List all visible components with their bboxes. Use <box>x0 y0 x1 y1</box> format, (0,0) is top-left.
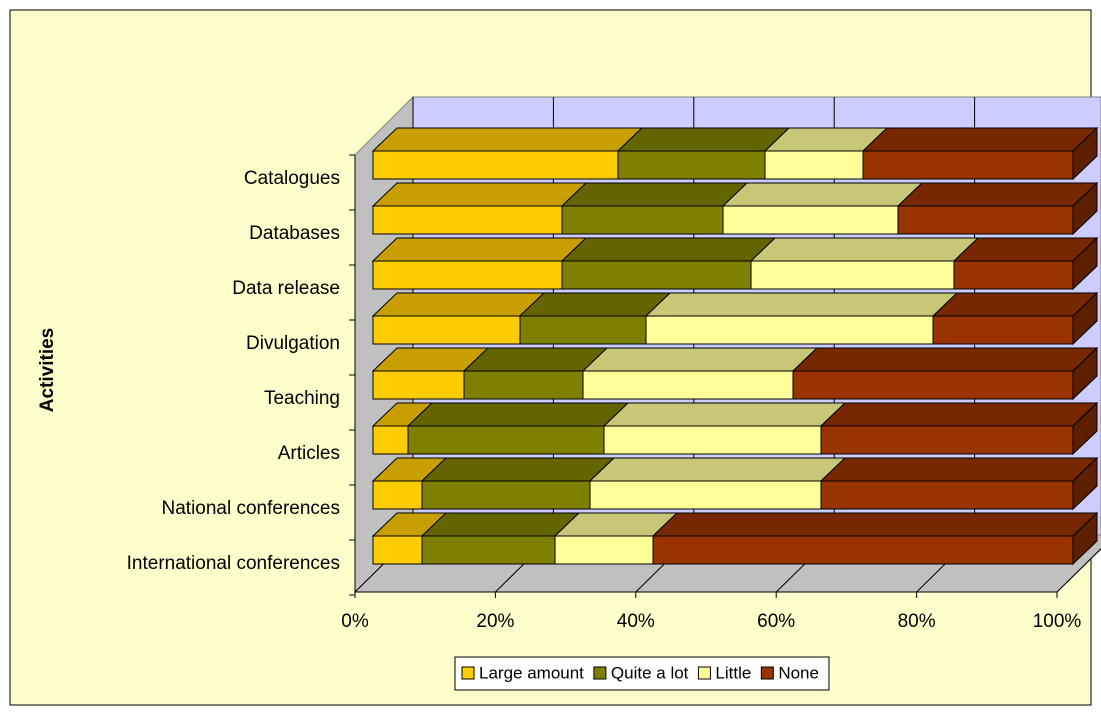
bar <box>519 315 647 345</box>
bar <box>582 370 794 400</box>
bar-top <box>721 182 924 207</box>
legend: Large amount Quite a lot Little None <box>454 656 830 691</box>
bar <box>764 150 864 180</box>
legend-label: Large amount <box>479 663 584 682</box>
bar-top <box>420 457 616 482</box>
plot: 0% 20% 40% 60% 80% 100% Catalogues Databases Dat… <box>127 97 1101 691</box>
bar <box>722 205 899 235</box>
bar <box>372 260 563 290</box>
bar-top <box>581 347 819 372</box>
bar-side <box>1072 511 1098 566</box>
bar <box>792 370 1074 400</box>
bar <box>897 205 1074 235</box>
bar-side <box>1072 346 1098 401</box>
x-tick-label: 0% <box>341 611 369 632</box>
bar <box>645 315 934 345</box>
bar-top <box>651 512 1099 537</box>
grid-line <box>1056 548 1101 593</box>
y-tick-label: Data release <box>232 278 340 299</box>
legend-label: Little <box>715 663 751 682</box>
x-tick-label: 60% <box>757 611 795 632</box>
bar-top <box>819 402 1099 427</box>
bar-top <box>749 237 980 262</box>
bar-top <box>371 292 546 317</box>
bar-side <box>1072 181 1098 236</box>
y-tick-label: Teaching <box>264 388 340 409</box>
bar-top <box>462 347 609 372</box>
bar <box>561 205 724 235</box>
legend-swatch <box>697 666 711 680</box>
y-tick-label: National conferences <box>162 498 341 519</box>
bar <box>603 425 822 455</box>
legend-label: Quite a lot <box>611 663 689 682</box>
bar-top <box>371 237 588 262</box>
bar-top <box>861 127 1099 152</box>
bar-top <box>819 457 1099 482</box>
bar-side <box>1072 401 1098 456</box>
bar <box>421 535 556 565</box>
x-tick-label: 80% <box>898 611 936 632</box>
bar-top <box>588 457 847 482</box>
y-tick-label: Databases <box>249 223 340 244</box>
bar-top <box>616 127 791 152</box>
bar-top <box>952 237 1099 262</box>
bar-side <box>1072 126 1098 181</box>
bar-top <box>406 402 630 427</box>
bar <box>561 260 752 290</box>
bar-side <box>1072 236 1098 291</box>
bar <box>820 425 1074 455</box>
bar <box>407 425 605 455</box>
y-tick-label: International conferences <box>127 553 340 574</box>
bar <box>421 480 591 510</box>
bar-top <box>560 182 749 207</box>
bar <box>372 480 423 510</box>
bar-top <box>560 237 777 262</box>
y-tick-label: Articles <box>278 443 340 464</box>
bar-top <box>896 182 1099 207</box>
y-axis-label: Activities <box>37 328 58 412</box>
bar <box>372 150 619 180</box>
bar-top <box>371 182 588 207</box>
y-tick-label: Divulgation <box>246 333 340 354</box>
bar <box>372 425 409 455</box>
x-tick-label: 20% <box>476 611 514 632</box>
x-tick-label: 40% <box>617 611 655 632</box>
legend-swatch <box>461 666 475 680</box>
bar-top <box>931 292 1099 317</box>
bar <box>372 315 521 345</box>
bar <box>372 535 423 565</box>
bar <box>554 535 654 565</box>
bar-top <box>420 512 581 537</box>
x-tick-label: 100% <box>1033 611 1082 632</box>
bar-top <box>644 292 959 317</box>
y-tick-label: Catalogues <box>244 168 340 189</box>
legend-swatch <box>760 666 774 680</box>
bar <box>862 150 1074 180</box>
bar <box>372 205 563 235</box>
bar <box>932 315 1074 345</box>
bar <box>820 480 1074 510</box>
bar <box>463 370 584 400</box>
bar-top <box>602 402 847 427</box>
bar-top <box>518 292 672 317</box>
bar <box>750 260 955 290</box>
bar-top <box>791 347 1099 372</box>
legend-swatch <box>593 666 607 680</box>
bar <box>589 480 822 510</box>
bar <box>617 150 766 180</box>
legend-label: None <box>778 663 819 682</box>
bar-side <box>1072 291 1098 346</box>
bar <box>953 260 1074 290</box>
bar <box>372 370 465 400</box>
bar-top <box>371 127 644 152</box>
bar-side <box>1072 456 1098 511</box>
bar <box>652 535 1074 565</box>
